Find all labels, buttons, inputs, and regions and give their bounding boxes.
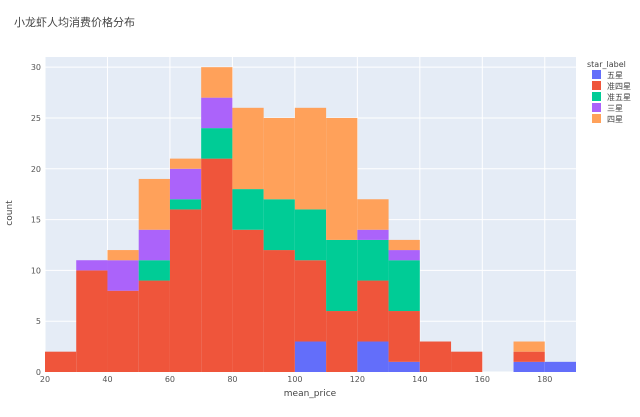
bar-segment[interactable] [451,351,483,372]
bar-segment[interactable] [357,280,389,342]
bar-segment[interactable] [263,199,295,251]
y-axis-ticks: 0 5 10 15 20 25 30 [31,63,41,377]
bar-segment[interactable] [388,250,420,261]
legend-title: star_label [587,60,626,69]
bar-segment[interactable] [326,311,358,372]
x-tick-label: 20 [40,375,50,384]
bar-segment[interactable] [294,107,327,210]
bar-segment[interactable] [169,158,202,169]
x-tick-label: 140 [412,375,427,384]
bar-segment[interactable] [326,117,358,240]
x-tick-label: 100 [287,375,302,384]
bar-segment[interactable] [201,158,233,372]
bar-segment[interactable] [138,229,170,261]
y-tick-label: 0 [36,368,41,377]
x-tick-label: 60 [165,375,175,384]
legend-swatch[interactable] [592,114,601,123]
bar-segment[interactable] [263,250,295,372]
legend-label[interactable]: 准五星 [607,92,631,102]
bar-segment[interactable] [201,97,233,129]
bar-segment[interactable] [169,209,202,372]
bar-segment[interactable] [513,351,545,362]
bar-segment[interactable] [201,67,233,98]
bar-segment[interactable] [294,341,327,372]
legend-label[interactable]: 三星 [607,104,623,113]
bar-segment[interactable] [201,128,233,159]
y-tick-label: 25 [31,114,41,123]
bar-segment[interactable] [388,361,420,372]
bar-segment[interactable] [107,290,139,372]
y-tick-label: 5 [36,317,41,326]
bar-segment[interactable] [45,351,77,372]
bar-segment[interactable] [232,107,264,190]
x-axis-ticks: 20 40 60 80 100 120 140 160 180 [40,375,552,384]
bar-segment[interactable] [357,239,389,281]
bar-segment[interactable] [388,239,420,251]
bar-segment[interactable] [76,260,108,271]
bar-segment[interactable] [138,260,170,281]
bar-segment[interactable] [357,229,389,240]
bar-segment[interactable] [513,341,545,352]
bar-segment[interactable] [326,239,358,312]
bar-segment[interactable] [294,209,327,261]
bar-segment[interactable] [232,189,264,230]
chart-title: 小龙虾人均消费价格分布 [14,15,135,29]
y-axis-label: count [5,200,15,226]
y-tick-label: 15 [31,216,41,225]
x-tick-label: 40 [102,375,112,384]
legend-swatch[interactable] [592,81,601,90]
x-axis-label: mean_price [284,389,337,399]
bar-segment[interactable] [513,361,545,372]
y-tick-label: 10 [31,266,41,275]
bars [45,67,576,372]
legend-label[interactable]: 准四星 [607,81,631,91]
y-tick-label: 30 [31,63,41,72]
bar-segment[interactable] [107,250,139,261]
legend-swatch[interactable] [592,92,601,101]
bar-segment[interactable] [419,341,452,372]
bar-segment[interactable] [138,178,170,230]
x-tick-label: 80 [227,375,237,384]
bar-segment[interactable] [169,168,202,200]
bar-segment[interactable] [76,270,108,372]
bar-segment[interactable] [169,199,202,210]
bar-segment[interactable] [357,199,389,230]
bar-segment[interactable] [357,341,389,372]
legend-label[interactable]: 四星 [607,115,623,124]
bar-segment[interactable] [388,311,420,362]
legend-swatch[interactable] [592,70,601,79]
y-tick-label: 20 [31,165,41,174]
bar-segment[interactable] [263,117,295,200]
bar-segment[interactable] [544,361,576,372]
bar-segment[interactable] [294,260,327,342]
legend-label[interactable]: 五星 [607,71,623,80]
bar-segment[interactable] [107,260,139,291]
bar-segment[interactable] [138,280,170,372]
x-tick-label: 180 [537,375,552,384]
bar-segment[interactable] [388,260,420,312]
bar-segment[interactable] [232,229,264,372]
x-tick-label: 160 [475,375,490,384]
legend-swatch[interactable] [592,103,601,112]
x-tick-label: 120 [350,375,365,384]
